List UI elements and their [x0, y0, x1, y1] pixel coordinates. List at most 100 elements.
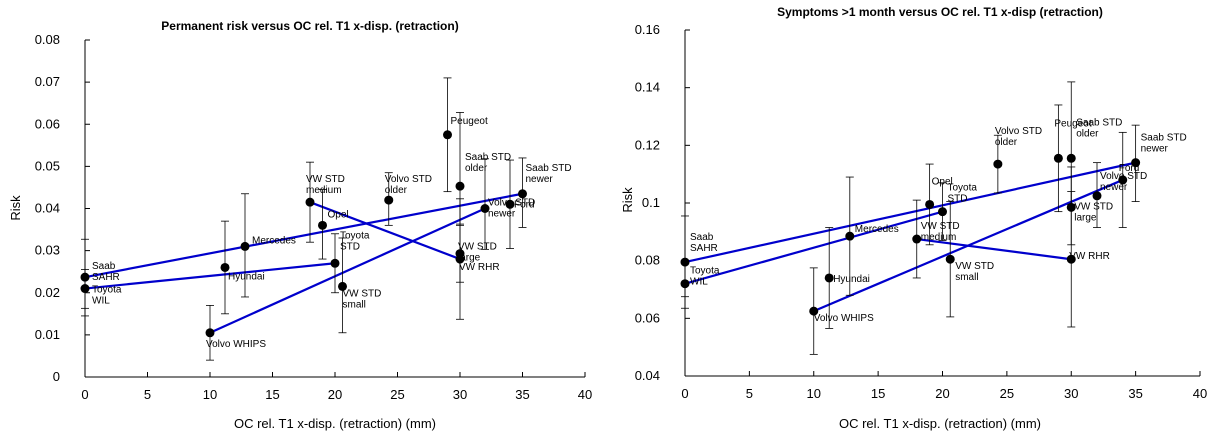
- chart-panel-symptoms: Symptoms >1 month versus OC rel. T1 x-di…: [610, 0, 1220, 435]
- point-label: Toyota WIL: [92, 285, 122, 307]
- point-label-line: VW STD: [1074, 201, 1113, 212]
- point-label-line: SAHR: [690, 243, 718, 254]
- point-label-line: newer: [488, 209, 516, 220]
- point-label-line: Saab STD: [1141, 133, 1187, 144]
- x-tick-label: 15: [265, 387, 279, 402]
- point-label: Saab SAHR: [92, 261, 120, 283]
- point-label: Toyota STD: [948, 183, 978, 205]
- x-tick-label: 35: [1128, 386, 1142, 401]
- chart-panel-permanent-risk: Permanent risk versus OC rel. T1 x-disp.…: [8, 19, 593, 431]
- chart-permanent-risk: Permanent risk versus OC rel. T1 x-disp.…: [8, 19, 593, 431]
- y-tick-label: 0.05: [35, 158, 60, 173]
- plot-area: 0 5 10 15 20 25 30 35 40 0.04 0.06 0.08 0.1 0.12 0.14 0…: [635, 22, 1208, 401]
- point-label-line: Ford: [514, 199, 535, 210]
- point-label-line: VW STD: [343, 288, 382, 299]
- point-label-line: STD: [340, 241, 360, 252]
- point-label-line: Hyundai: [228, 271, 265, 282]
- point-label: Ford: [514, 199, 535, 210]
- point-label-line: Saab STD: [526, 163, 572, 174]
- point-label: VW STD medium: [921, 221, 960, 243]
- point-label-line: Saab: [92, 261, 116, 272]
- data-point: [240, 241, 250, 251]
- x-tick-label: 5: [144, 387, 151, 402]
- x-tick-label: 20: [935, 386, 949, 401]
- point-label-line: Ford: [1119, 163, 1140, 174]
- y-tick-label: 0.07: [35, 74, 60, 89]
- data-point: [845, 231, 855, 241]
- chart-title: Symptoms >1 month versus OC rel. T1 x-di…: [777, 5, 1103, 19]
- x-tick-label: 0: [81, 387, 88, 402]
- data-point: [305, 197, 315, 207]
- point-label-line: WIL: [690, 277, 708, 288]
- data-point: [1066, 254, 1076, 264]
- y-tick-label: 0.06: [35, 116, 60, 131]
- trend-line: [209, 207, 486, 334]
- data-point: [80, 272, 90, 282]
- point-label-line: medium: [306, 185, 342, 196]
- point-label-line: Toyota: [690, 266, 720, 277]
- point-label-line: VW RHR: [1069, 251, 1110, 262]
- data-point: [455, 254, 465, 264]
- point-label-line: Volvo STD: [385, 174, 432, 185]
- x-tick-label: 25: [1000, 386, 1014, 401]
- point-label-line: older: [995, 137, 1018, 148]
- trend-line: [916, 237, 1072, 261]
- point-label: VW STD medium: [306, 174, 345, 196]
- data-point: [824, 273, 834, 283]
- point-label-line: medium: [921, 232, 957, 243]
- y-axis-title: Risk: [8, 195, 23, 221]
- point-label: Saab STD older: [1076, 117, 1122, 139]
- point-label-line: newer: [526, 174, 554, 185]
- point-label-line: Saab: [690, 232, 714, 243]
- y-tick-label: 0.08: [35, 32, 60, 47]
- x-tick-label: 35: [515, 387, 529, 402]
- point-label-line: Toyota: [340, 230, 370, 241]
- point-label-line: Peugeot: [451, 116, 488, 127]
- y-tick-label: 0.1: [642, 195, 660, 210]
- point-label: VW STD large: [458, 242, 497, 264]
- data-point: [455, 181, 465, 191]
- point-label-line: VW RHR: [459, 262, 500, 273]
- y-axis-title: Risk: [620, 187, 635, 213]
- data-point: [680, 257, 690, 267]
- point-label-line: Opel: [932, 176, 953, 187]
- data-point: [505, 199, 515, 209]
- point-label: Volvo WHIPS: [206, 339, 266, 350]
- x-tick-label: 15: [871, 386, 885, 401]
- point-label: Saab STD newer: [526, 163, 572, 185]
- x-tick-label: 20: [328, 387, 342, 402]
- point-label: VW STD small: [955, 261, 994, 283]
- point-label: Opel: [932, 176, 953, 187]
- trend-line: [684, 210, 943, 285]
- trend-line: [309, 201, 461, 261]
- x-tick-label: 30: [1064, 386, 1078, 401]
- data-point: [1131, 158, 1141, 168]
- data-point: [384, 195, 394, 205]
- point-label-line: VW STD: [458, 242, 497, 253]
- data-point: [993, 159, 1003, 169]
- point-label: Mercedes: [855, 224, 899, 235]
- data-point: [1118, 175, 1128, 185]
- data-point: [330, 258, 340, 268]
- y-tick-label: 0: [53, 369, 60, 384]
- x-tick-label: 0: [681, 386, 688, 401]
- point-label: VW RHR: [459, 262, 500, 273]
- y-tick-label: 0.04: [35, 201, 60, 216]
- point-label-line: Mercedes: [855, 224, 899, 235]
- point-label: Saab STD newer: [1141, 133, 1187, 155]
- point-label-line: Volvo STD: [995, 126, 1042, 137]
- point-label-line: WIL: [92, 296, 110, 307]
- data-point: [945, 254, 955, 264]
- x-axis-title: OC rel. T1 x-disp. (retraction) (mm): [234, 416, 436, 431]
- y-tick-label: 0.01: [35, 327, 60, 342]
- point-label: Toyota STD: [340, 230, 370, 252]
- plot-area: 0 5 10 15 20 25 30 35 40 0 0.01 0.02 0.03 0.04 0.05 0.0…: [35, 32, 593, 402]
- data-point: [680, 279, 690, 289]
- data-point: [318, 220, 327, 230]
- point-label-line: Saab STD: [465, 152, 511, 163]
- point-label-line: older: [1076, 128, 1099, 139]
- y-tick-label: 0.06: [635, 310, 660, 325]
- point-label-line: Peugeot: [1054, 118, 1091, 129]
- point-label: Hyundai: [833, 274, 870, 285]
- point-label: Saab SAHR: [690, 232, 718, 254]
